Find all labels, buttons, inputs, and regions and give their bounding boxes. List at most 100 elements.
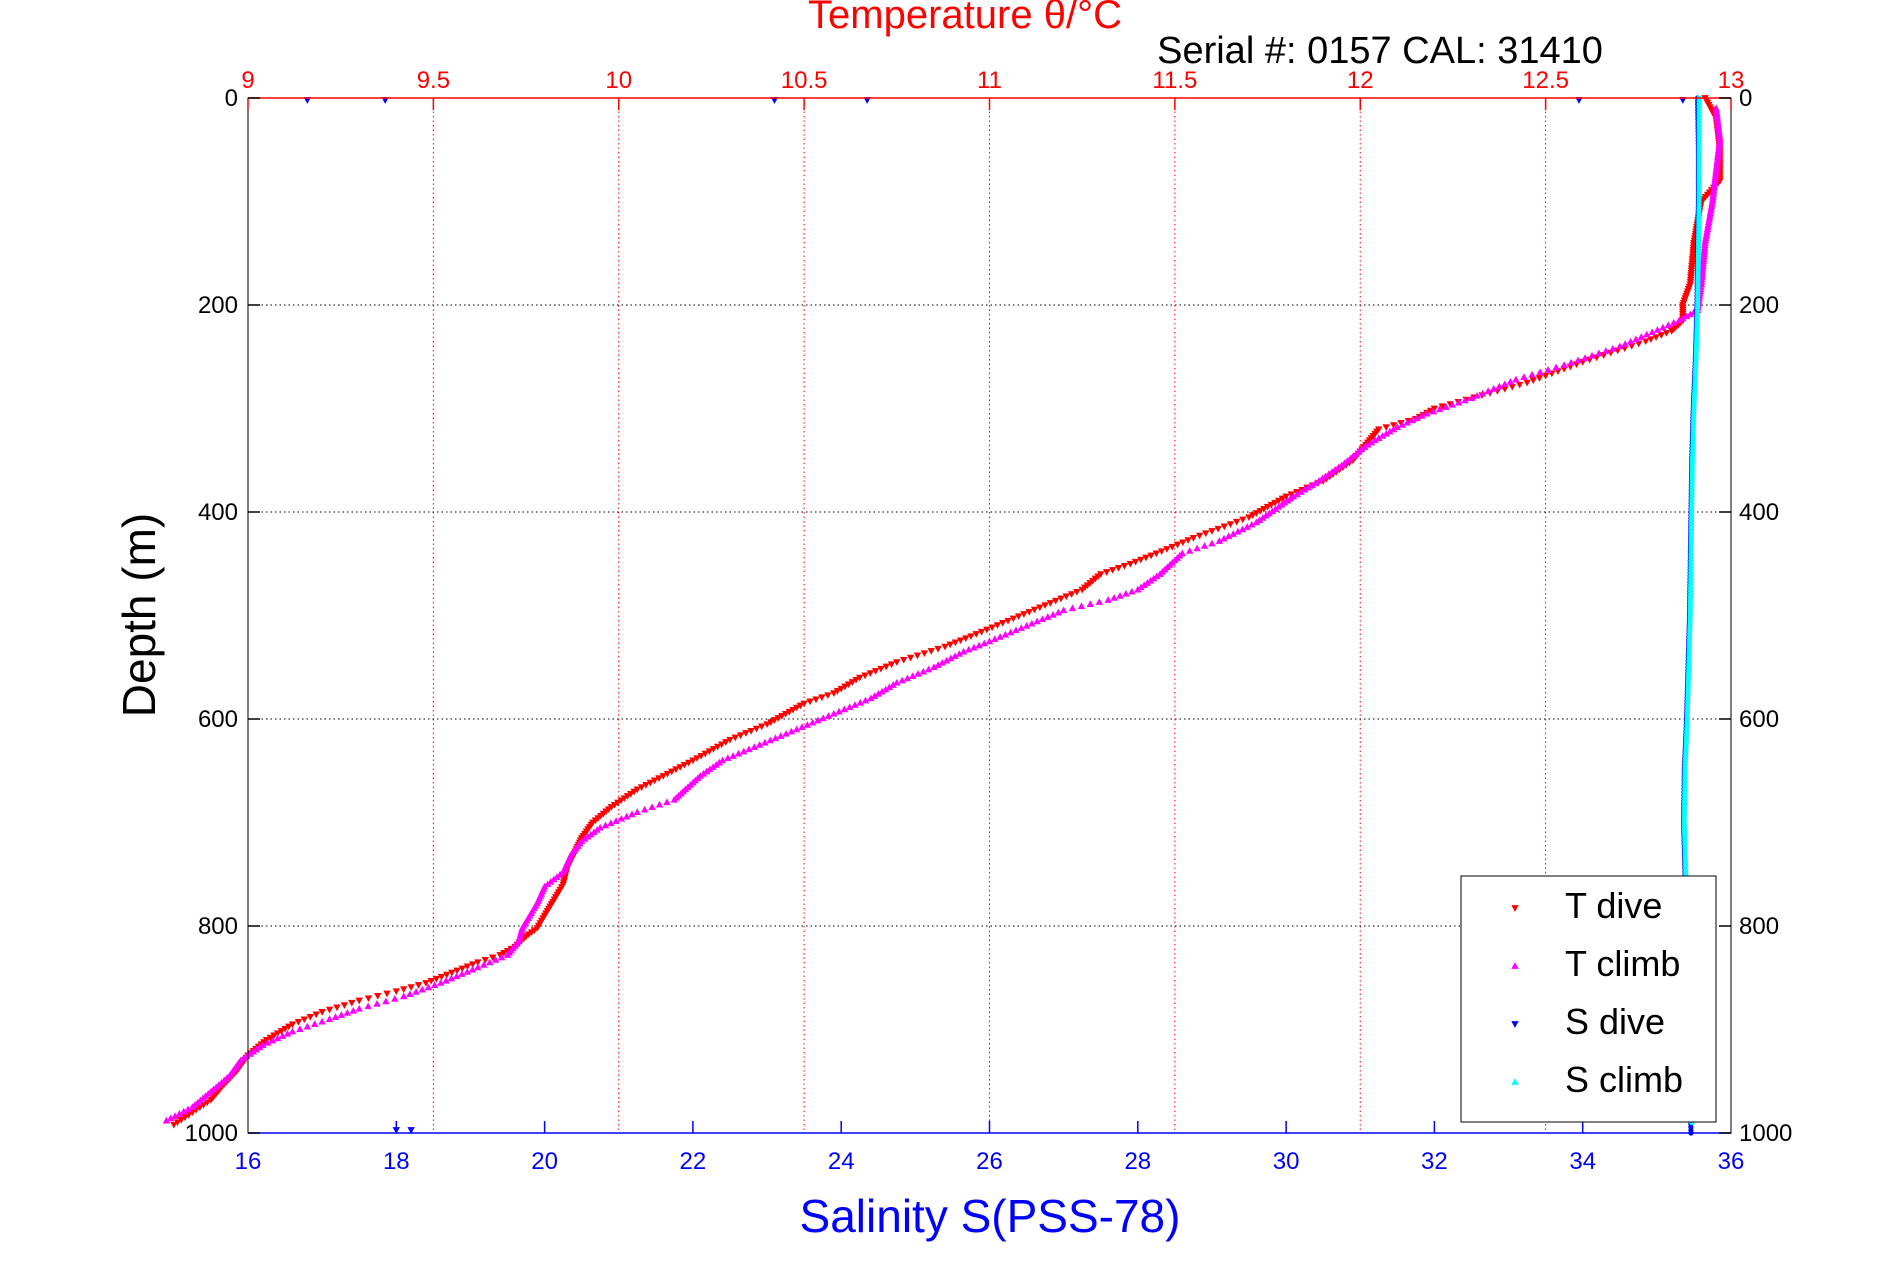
t-dive-point — [333, 1004, 341, 1012]
t-climb-point — [1637, 333, 1646, 340]
t-climb-point — [914, 670, 922, 677]
t-climb-point — [1095, 598, 1103, 605]
t-climb-point — [1501, 380, 1509, 388]
t-dive-point — [1067, 591, 1076, 598]
t-climb-point — [885, 683, 894, 691]
t-climb-point — [1293, 490, 1301, 498]
t-climb-point — [1252, 518, 1261, 526]
t-climb-point — [303, 1022, 312, 1030]
t-climb-point — [337, 1011, 346, 1018]
salinity-tick-label: 28 — [1124, 1148, 1151, 1175]
salinity-tick-label: 26 — [976, 1148, 1003, 1175]
salinity-tick-label: 36 — [1718, 1148, 1745, 1175]
t-dive-point — [951, 639, 960, 647]
t-climb-point — [1552, 363, 1560, 371]
t-climb-point — [452, 972, 461, 980]
t-dive-point — [866, 670, 875, 677]
t-climb-point — [1012, 626, 1020, 634]
t-climb-point — [1413, 414, 1421, 422]
x-axis-label: Salinity S(PSS-78) — [800, 1190, 1181, 1242]
t-dive-point — [1078, 586, 1086, 594]
t-climb-point — [553, 873, 561, 880]
t-climb-point — [283, 1029, 292, 1037]
temperature-tick-label: 10 — [605, 67, 632, 94]
legend-label-t-climb: T climb — [1565, 943, 1680, 984]
t-dive-point — [977, 628, 986, 636]
t-climb-point — [1220, 534, 1228, 542]
t-dive-point — [747, 727, 755, 735]
t-climb-point — [424, 983, 433, 991]
t-climb-point — [442, 976, 450, 984]
t-climb-point — [898, 676, 906, 684]
t-climb-point — [349, 1007, 358, 1014]
t-dive-point — [906, 654, 915, 662]
t-climb-point — [734, 749, 743, 757]
t-dive-point — [1523, 379, 1531, 387]
t-climb-point — [1153, 572, 1161, 580]
t-climb-point — [1528, 370, 1536, 378]
t-dive-point — [1147, 552, 1155, 560]
t-climb-point — [503, 951, 512, 958]
t-climb-point — [1544, 366, 1552, 373]
t-climb-point — [1375, 434, 1383, 441]
depth-tick-label-right: 0 — [1739, 85, 1752, 112]
t-climb-point — [699, 769, 708, 777]
t-climb-point — [942, 656, 951, 664]
t-climb-point — [1017, 624, 1025, 631]
t-dive-point — [468, 961, 477, 969]
t-climb-point — [970, 643, 978, 651]
t-climb-point — [1643, 330, 1651, 338]
t-dive-point — [934, 645, 942, 653]
t-climb-point — [1104, 596, 1112, 603]
t-climb-point — [1686, 310, 1694, 318]
chart-subtitle: Serial #: 0157 CAL: 31410 — [1157, 30, 1603, 72]
t-climb-point — [1328, 468, 1336, 475]
t-climb-point — [1186, 547, 1194, 554]
t-dive-point — [1173, 541, 1182, 549]
temperature-tick-label: 11 — [977, 67, 1002, 94]
t-climb-point — [288, 1027, 297, 1035]
t-dive-point — [893, 659, 901, 666]
t-climb-point — [793, 725, 801, 733]
t-climb-point — [355, 1004, 363, 1012]
t-climb-point — [480, 961, 488, 968]
t-dive-point — [1062, 593, 1071, 601]
t-dive-point — [1036, 604, 1044, 612]
temperature-tick-label: 13 — [1718, 67, 1745, 94]
t-climb-point — [845, 703, 854, 711]
t-dive-point — [1114, 565, 1123, 572]
t-climb-point — [718, 756, 727, 764]
salinity-tick-label: 34 — [1569, 1148, 1596, 1175]
t-climb-point — [755, 741, 764, 748]
t-climb-point — [458, 970, 466, 977]
t-climb-point — [1110, 594, 1118, 601]
t-climb-point — [249, 1047, 258, 1055]
t-climb-point — [861, 696, 870, 704]
t-climb-point — [750, 743, 759, 750]
t-climb-point — [1059, 606, 1068, 614]
t-dive-point — [899, 656, 908, 664]
t-climb-point — [318, 1017, 326, 1025]
t-climb-point — [787, 727, 796, 735]
t-dive-point — [913, 652, 922, 660]
t-climb-point — [1389, 425, 1398, 433]
t-dive-point — [422, 980, 430, 987]
depth-tick-label-right: 600 — [1739, 706, 1779, 733]
t-climb-point — [771, 734, 780, 742]
depth-tick-label-left: 600 — [198, 706, 238, 733]
t-climb-point — [1595, 349, 1603, 357]
t-dive-point — [1529, 377, 1537, 385]
t-climb-point — [1193, 544, 1201, 552]
t-climb-point — [985, 637, 994, 645]
t-climb-point — [729, 752, 737, 759]
t-climb-point — [1371, 436, 1379, 444]
t-climb-point — [497, 953, 506, 961]
t-dive-point — [1652, 334, 1660, 341]
legend-box — [1460, 875, 1717, 1123]
t-climb-point — [1621, 340, 1629, 347]
t-dive-point — [1647, 336, 1655, 343]
t-dive-point — [348, 999, 356, 1007]
t-climb-point — [919, 667, 928, 675]
chart-title: Temperature θ/°C — [808, 0, 1122, 37]
t-dive-point — [758, 723, 766, 731]
